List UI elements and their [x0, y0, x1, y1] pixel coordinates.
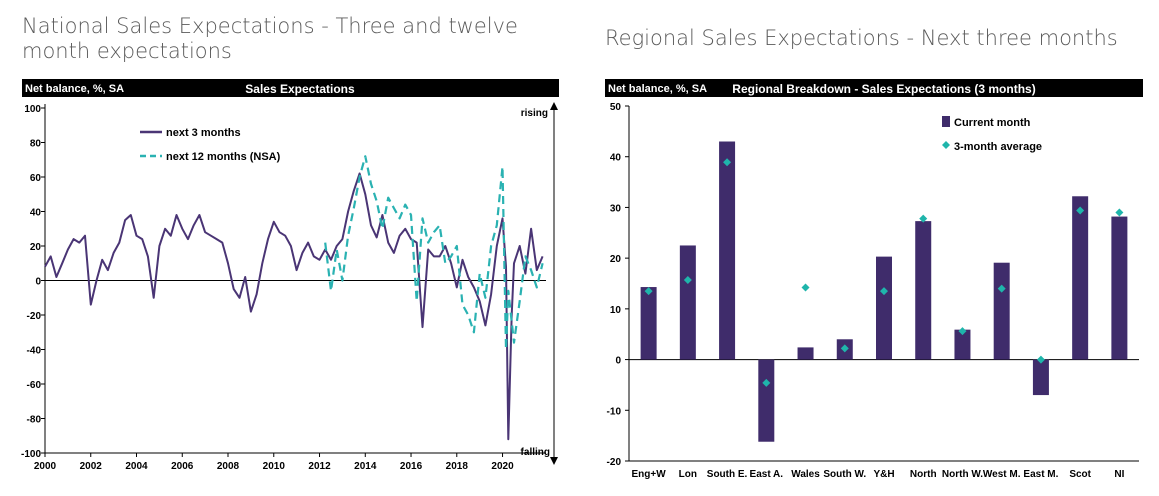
- marker-3-month-average: [683, 275, 692, 284]
- legend-swatch-3-month-average: [942, 141, 950, 149]
- y-tick-label: 50: [610, 102, 622, 113]
- bar-current-month: [1111, 216, 1128, 360]
- category-label: East A.: [750, 469, 784, 480]
- y-tick-label: -20: [27, 311, 42, 322]
- chart-title: Regional Breakdown - Sales Expectations …: [732, 82, 1035, 96]
- y-tick-label: 40: [30, 208, 42, 219]
- bar-current-month: [1072, 196, 1089, 360]
- y-tick-label: 0: [35, 277, 41, 288]
- arrow-down-icon: [550, 457, 558, 465]
- series-line-next-3-months: [44, 172, 544, 441]
- x-tick-label: 2018: [446, 461, 469, 472]
- y-tick-label: -20: [607, 457, 622, 468]
- marker-3-month-average: [762, 378, 771, 387]
- chart-subtitle: Net balance, %, SA: [25, 83, 124, 95]
- marker-3-month-average: [644, 287, 653, 296]
- x-tick-label: 2010: [263, 461, 286, 472]
- annotation-rising: rising: [521, 108, 548, 119]
- bar-current-month: [679, 245, 696, 360]
- y-tick-label: 40: [610, 153, 622, 164]
- marker-3-month-average: [1036, 355, 1045, 364]
- chart-header-bar: [22, 79, 559, 97]
- bar-current-month: [993, 262, 1010, 360]
- y-tick-label: 20: [30, 242, 42, 253]
- y-tick-label: 100: [24, 104, 41, 115]
- y-tick-label: -10: [607, 406, 622, 417]
- legend-label-next-12-months: next 12 months (NSA): [166, 151, 281, 163]
- marker-3-month-average: [840, 344, 849, 353]
- regional-sales-chart: Net balance, %, SA Regional Breakdown - S…: [605, 79, 1143, 480]
- national-chart-heading: National Sales Expectations - Three and …: [22, 14, 518, 63]
- x-tick-label: 2002: [80, 461, 103, 472]
- bar-current-month: [876, 256, 892, 360]
- chart-header-bar: [605, 79, 1143, 97]
- y-tick-label: -60: [27, 380, 42, 391]
- x-tick-label: 2016: [400, 461, 423, 472]
- category-label: Y&H: [873, 469, 894, 480]
- y-tick-label: 80: [30, 139, 42, 150]
- x-tick-label: 2008: [217, 461, 240, 472]
- y-tick-label: 0: [615, 356, 621, 367]
- x-tick-label: 2006: [171, 461, 194, 472]
- y-tick-label: -80: [27, 415, 42, 426]
- x-tick-label: 2012: [308, 461, 331, 472]
- category-label: South W.: [823, 469, 866, 480]
- legend-label-current-month: Current month: [954, 117, 1031, 129]
- legend-label-next-3-months: next 3 months: [166, 127, 241, 139]
- national-sales-chart: Net balance, %, SA Sales Expectations 100 8…: [21, 79, 559, 472]
- category-label: South E.: [707, 469, 748, 480]
- marker-3-month-average: [958, 327, 967, 336]
- marker-3-month-average: [997, 284, 1006, 293]
- series-line-next-12-months: [324, 155, 544, 351]
- bar-current-month: [797, 347, 814, 360]
- y-tick-label: 10: [610, 305, 622, 316]
- chart-title: Sales Expectations: [245, 82, 355, 96]
- y-tick-label: -40: [27, 346, 42, 357]
- y-tick-label: 60: [30, 173, 42, 184]
- bar-current-month: [719, 141, 736, 360]
- category-label: Wales: [791, 469, 820, 480]
- bar-current-month: [1032, 359, 1049, 396]
- category-label: East M.: [1023, 469, 1058, 480]
- marker-3-month-average: [1115, 208, 1124, 217]
- category-label: North W.: [942, 469, 983, 480]
- y-tick-label: -100: [21, 449, 41, 460]
- category-label: NI: [1114, 469, 1124, 480]
- category-label: North: [910, 469, 937, 480]
- y-tick-label: 30: [610, 203, 622, 214]
- bar-current-month: [915, 221, 932, 360]
- y-tick-label: 20: [610, 254, 622, 265]
- category-label: West M.: [983, 469, 1021, 480]
- annotation-falling: falling: [521, 447, 550, 458]
- x-tick-label: 2020: [491, 461, 514, 472]
- bar-current-month: [758, 359, 775, 442]
- chart-subtitle: Net balance, %, SA: [608, 83, 707, 95]
- marker-3-month-average: [801, 283, 810, 292]
- bar-current-month: [954, 329, 971, 360]
- category-label: Scot: [1069, 469, 1091, 480]
- marker-3-month-average: [919, 214, 928, 223]
- regional-chart-heading: Regional Sales Expectations - Next three…: [605, 26, 1118, 50]
- arrow-up-icon: [550, 102, 558, 110]
- marker-3-month-average: [1076, 206, 1085, 215]
- x-tick-label: 2000: [34, 461, 57, 472]
- category-label: Lon: [679, 469, 697, 480]
- legend-swatch-current-month: [942, 116, 950, 127]
- bar-current-month: [640, 287, 657, 360]
- x-tick-label: 2004: [125, 461, 148, 472]
- marker-3-month-average: [880, 287, 888, 296]
- category-label: Eng+W: [632, 469, 667, 480]
- marker-3-month-average: [723, 158, 732, 167]
- x-tick-label: 2014: [354, 461, 377, 472]
- legend-label-3-month-average: 3-month average: [954, 141, 1042, 153]
